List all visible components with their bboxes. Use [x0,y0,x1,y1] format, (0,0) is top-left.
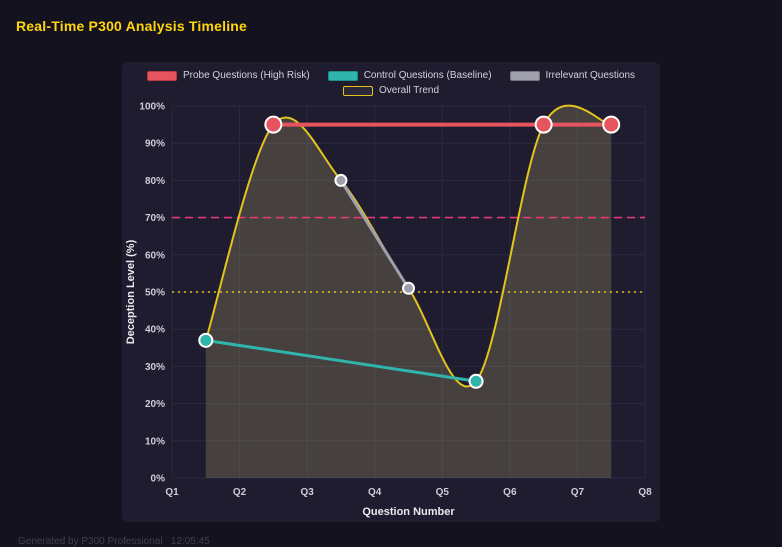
legend-item-irrelevant-questions[interactable]: Irrelevant Questions [509,70,636,81]
chart-legend: Probe Questions (High Risk) Control Quest… [122,62,660,98]
series-line-control-questions-baseline [204,338,478,383]
x-axis-tick-label: Q8 [638,487,652,498]
legend-item-overall-trend[interactable]: Overall Trend [342,85,440,96]
y-axis-tick-label: 70% [145,213,165,224]
y-axis-tick-label: 90% [145,139,165,150]
x-axis-tick-label: Q2 [233,487,247,498]
data-point-irrelevant-questions [334,173,348,187]
y-axis-tick-label: 60% [145,250,165,261]
y-axis-tick-label: 10% [145,436,165,447]
x-axis-tick-label: Q3 [300,487,314,498]
legend-swatch [146,70,177,81]
x-axis-tick-label: Q6 [503,487,517,498]
y-axis-tick-label: 50% [145,288,165,299]
x-axis-tick-label: Q7 [571,487,585,498]
data-point-probe-questions-high-risk [602,115,621,134]
legend-label: Overall Trend [378,85,440,96]
y-axis-tick-label: 40% [145,325,165,336]
page-title: Real-Time P300 Analysis Timeline [16,18,248,34]
y-axis-tick-label: 100% [139,102,165,113]
x-axis-title: Question Number [362,506,455,518]
x-axis-tick-label: Q1 [165,487,179,498]
series-line-irrelevant-questions [339,178,410,290]
legend-row: Probe Questions (High Risk) Control Quest… [146,70,636,81]
y-axis-title: Deception Level (%) [125,239,137,344]
x-axis-tick-label: Q5 [436,487,450,498]
legend-row: Overall Trend [342,85,440,96]
legend-item-probe-questions-high-risk[interactable]: Probe Questions (High Risk) [146,70,310,81]
chart-panel: Probe Questions (High Risk) Control Quest… [122,62,660,522]
chart-plot: 0% 10% 20% 30% 40% 50% 60% 70% 80% 90% 100% Q1 Q2 Q3 Q… [125,102,652,519]
legend-swatch [327,70,358,81]
legend-item-control-questions-baseline[interactable]: Control Questions (Baseline) [327,70,492,81]
data-point-control-questions-baseline [468,373,484,389]
data-point-probe-questions-high-risk [534,115,553,134]
x-axis-tick-label: Q4 [368,487,382,498]
data-point-probe-questions-high-risk [264,115,283,134]
footer-note: Generated by P300 Professional 12:05:45 [18,536,210,547]
legend-label: Irrelevant Questions [545,70,636,81]
y-axis-tick-label: 20% [145,399,165,410]
legend-swatch [342,85,373,96]
legend-label: Probe Questions (High Risk) [182,70,310,81]
y-axis-tick-label: 30% [145,362,165,373]
legend-label: Control Questions (Baseline) [363,70,492,81]
data-point-control-questions-baseline [198,332,214,348]
data-point-irrelevant-questions [402,281,415,295]
legend-swatch [509,70,540,81]
y-axis-tick-label: 0% [151,474,166,485]
y-axis-tick-label: 80% [145,176,165,187]
